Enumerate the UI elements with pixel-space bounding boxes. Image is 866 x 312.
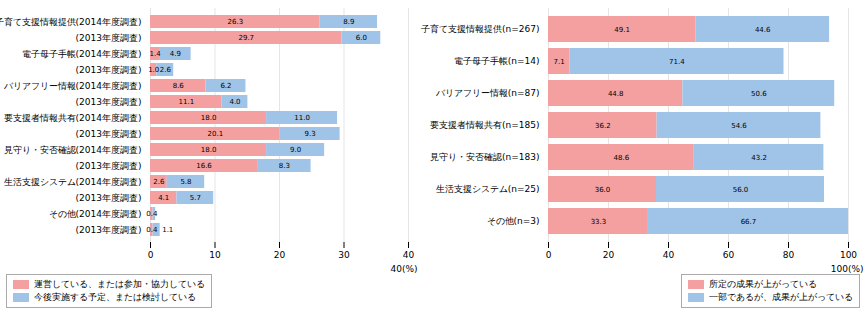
svg-text:49.1: 49.1 <box>614 26 630 34</box>
svg-text:80: 80 <box>783 250 795 260</box>
svg-text:9.3: 9.3 <box>305 130 316 138</box>
svg-text:36.2: 36.2 <box>595 122 611 130</box>
svg-text:48.6: 48.6 <box>614 154 630 162</box>
svg-text:66.7: 66.7 <box>741 218 757 226</box>
svg-text:要支援者情報共有(n=185): 要支援者情報共有(n=185) <box>430 120 539 130</box>
svg-text:9.0: 9.0 <box>290 146 301 154</box>
svg-text:(2013年度調査): (2013年度調査) <box>76 161 142 171</box>
svg-text:6.0: 6.0 <box>356 34 367 42</box>
svg-text:2.6: 2.6 <box>153 178 165 186</box>
svg-text:5.8: 5.8 <box>180 178 191 186</box>
svg-text:(2013年度調査): (2013年度調査) <box>76 97 142 107</box>
svg-text:33.3: 33.3 <box>591 218 607 226</box>
svg-text:54.6: 54.6 <box>731 122 747 130</box>
svg-text:10: 10 <box>209 250 221 260</box>
svg-text:生活支援システム(2014年度調査): 生活支援システム(2014年度調査) <box>4 177 142 187</box>
svg-text:8.3: 8.3 <box>279 162 290 170</box>
svg-text:6.2: 6.2 <box>220 82 231 90</box>
svg-text:50.6: 50.6 <box>751 90 767 98</box>
svg-text:29.7: 29.7 <box>238 34 254 42</box>
svg-text:56.0: 56.0 <box>733 186 749 194</box>
svg-text:生活支援システム(n=25): 生活支援システム(n=25) <box>436 184 540 194</box>
svg-text:40(%): 40(%) <box>390 264 417 274</box>
svg-text:(2013年度調査): (2013年度調査) <box>76 193 142 203</box>
svg-text:8.9: 8.9 <box>343 18 354 26</box>
svg-text:26.3: 26.3 <box>228 18 244 26</box>
svg-text:11.1: 11.1 <box>179 98 195 106</box>
svg-text:その他(n=3): その他(n=3) <box>487 216 540 226</box>
svg-text:(2013年度調査): (2013年度調査) <box>76 33 142 43</box>
svg-text:11.0: 11.0 <box>294 114 310 122</box>
svg-text:44.8: 44.8 <box>608 90 624 98</box>
svg-text:(2013年度調査): (2013年度調査) <box>76 225 142 235</box>
svg-text:子育て支援情報提供(2014年度調査): 子育て支援情報提供(2014年度調査) <box>0 17 142 27</box>
svg-text:見守り・安否確認(2014年度調査): 見守り・安否確認(2014年度調査) <box>4 145 142 155</box>
svg-text:1.1: 1.1 <box>162 226 173 234</box>
svg-text:電子母子手帳(2014年度調査): 電子母子手帳(2014年度調査) <box>22 49 142 59</box>
svg-text:36.0: 36.0 <box>595 186 611 194</box>
svg-text:7.1: 7.1 <box>554 58 565 66</box>
svg-text:子育て支援情報提供(n=267): 子育て支援情報提供(n=267) <box>421 24 539 34</box>
svg-text:(2013年度調査): (2013年度調査) <box>76 65 142 75</box>
svg-text:1.4: 1.4 <box>149 50 161 58</box>
svg-text:見守り・安否確認(n=183): 見守り・安否確認(n=183) <box>430 152 539 162</box>
svg-text:0: 0 <box>546 250 552 260</box>
svg-text:0.4: 0.4 <box>146 210 158 218</box>
svg-text:71.4: 71.4 <box>669 58 685 66</box>
svg-text:20: 20 <box>603 250 615 260</box>
svg-text:100: 100 <box>840 250 857 260</box>
svg-text:60: 60 <box>723 250 735 260</box>
svg-text:18.0: 18.0 <box>201 146 217 154</box>
svg-text:4.9: 4.9 <box>170 50 181 58</box>
svg-text:8.6: 8.6 <box>173 82 185 90</box>
svg-text:5.7: 5.7 <box>190 194 201 202</box>
svg-text:40: 40 <box>403 250 415 260</box>
svg-text:44.6: 44.6 <box>755 26 771 34</box>
svg-text:20.1: 20.1 <box>208 130 224 138</box>
svg-text:その他(2014年度調査): その他(2014年度調査) <box>49 209 142 219</box>
svg-text:40: 40 <box>663 250 675 260</box>
svg-text:16.6: 16.6 <box>196 162 212 170</box>
svg-text:4.1: 4.1 <box>158 194 169 202</box>
svg-text:4.0: 4.0 <box>229 98 240 106</box>
svg-text:20: 20 <box>274 250 286 260</box>
svg-text:要支援者情報共有(2014年度調査): 要支援者情報共有(2014年度調査) <box>4 113 142 123</box>
html-text:今後実施する予定、または検討している: 今後実施する予定、または検討している <box>34 292 196 302</box>
svg-text:0.4: 0.4 <box>146 226 158 234</box>
html-text:一部であるが、成果が上がっている: 一部であるが、成果が上がっている <box>709 292 853 302</box>
svg-text:バリアフリー情報(2014年度調査): バリアフリー情報(2014年度調査) <box>3 81 142 91</box>
svg-text:1.0: 1.0 <box>148 66 159 74</box>
svg-text:30: 30 <box>338 250 350 260</box>
svg-text:100(%): 100(%) <box>831 264 864 274</box>
svg-text:0: 0 <box>148 250 154 260</box>
svg-text:43.2: 43.2 <box>751 154 767 162</box>
svg-text:バリアフリー情報(n=87): バリアフリー情報(n=87) <box>435 88 540 98</box>
svg-text:電子母子手帳(n=14): 電子母子手帳(n=14) <box>454 56 540 66</box>
svg-text:2.6: 2.6 <box>160 66 172 74</box>
html-text:運営している、または参加・協力している: 運営している、または参加・協力している <box>34 279 205 289</box>
html-text:所定の成果が上がっている: 所定の成果が上がっている <box>709 279 817 289</box>
svg-text:18.0: 18.0 <box>201 114 217 122</box>
svg-text:(2013年度調査): (2013年度調査) <box>76 129 142 139</box>
